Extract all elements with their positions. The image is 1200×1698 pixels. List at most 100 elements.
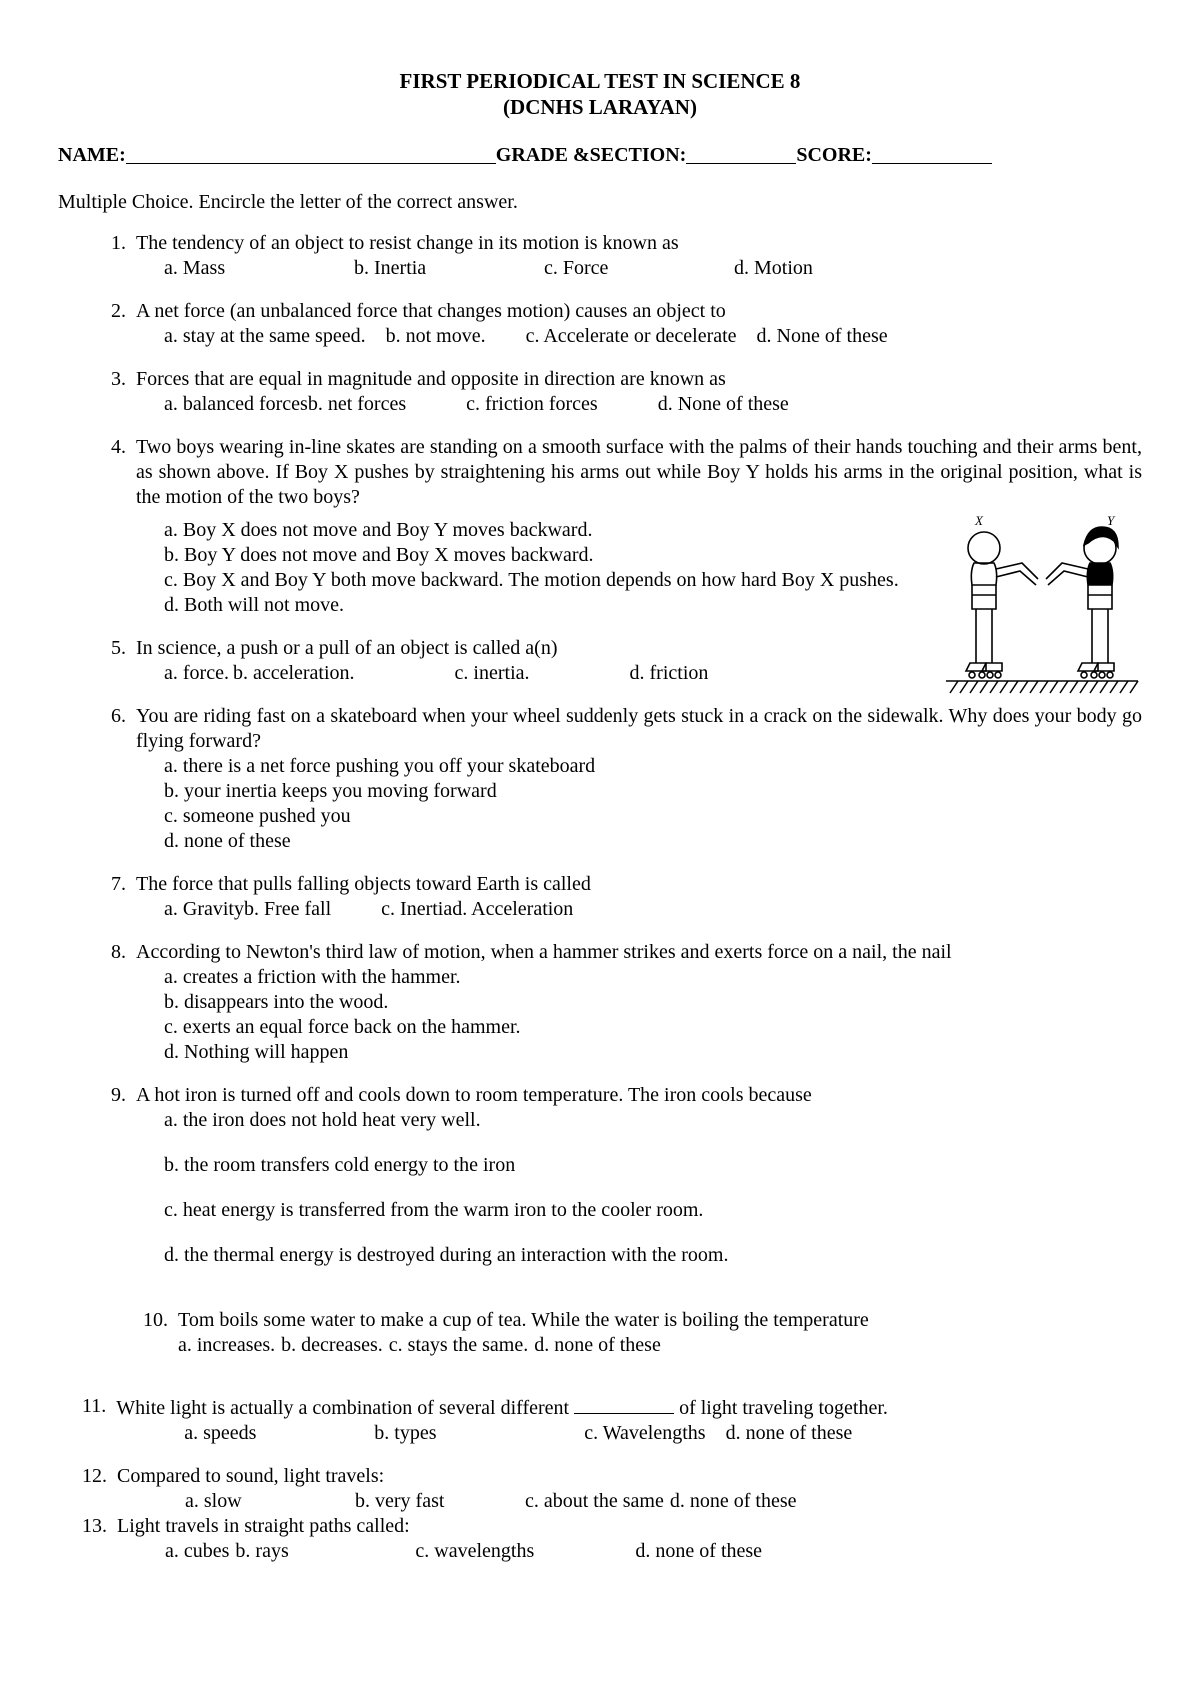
opt-b[interactable]: b. the room transfers cold energy to the…	[164, 1153, 1142, 1178]
opt-d[interactable]: d. none of these	[670, 1489, 797, 1514]
blank-inline[interactable]	[574, 1394, 674, 1414]
q-num: 10.	[134, 1308, 178, 1358]
opt-a[interactable]: a. increases.	[178, 1333, 275, 1358]
opt-c[interactable]: c. Accelerate or decelerate	[526, 324, 737, 349]
q-text: The force that pulls falling objects tow…	[136, 872, 1142, 897]
opt-c[interactable]: c. inertia.	[455, 661, 530, 686]
opt-b[interactable]: b. your inertia keeps you moving forward	[164, 779, 1142, 804]
opt-c[interactable]: c. about the same	[525, 1489, 664, 1514]
opt-a[interactable]: a. cubes	[165, 1539, 229, 1564]
q-num: 8.	[102, 940, 136, 1065]
boy-x-icon	[966, 532, 1038, 678]
opt-b[interactable]: b. disappears into the wood.	[164, 990, 1142, 1015]
opt-a[interactable]: a. Gravity	[164, 897, 244, 922]
q-num: 2.	[102, 299, 136, 349]
grade-blank[interactable]	[686, 143, 796, 164]
question-4: 4. Two boys wearing in-line skates are s…	[102, 435, 1142, 618]
page-title: FIRST PERIODICAL TEST IN SCIENCE 8	[58, 68, 1142, 94]
boy-y-icon	[1046, 527, 1118, 678]
opt-d[interactable]: d. Nothing will happen	[164, 1040, 1142, 1065]
opt-b[interactable]: b. acceleration.	[233, 661, 355, 686]
question-list: 1. The tendency of an object to resist c…	[58, 231, 1142, 1564]
opt-c[interactable]: c. stays the same.	[389, 1333, 528, 1358]
question-12: 12. Compared to sound, light travels: a.…	[82, 1464, 1142, 1514]
label-y: Y	[1107, 513, 1116, 528]
opt-c[interactable]: c. wavelengths	[415, 1539, 615, 1564]
opt-c[interactable]: c. Force	[544, 256, 694, 281]
q-num: 4.	[102, 435, 136, 618]
question-1: 1. The tendency of an object to resist c…	[102, 231, 1142, 281]
opt-b[interactable]: b. net forces	[308, 392, 406, 417]
question-10: 10. Tom boils some water to make a cup o…	[102, 1308, 1142, 1358]
question-3: 3. Forces that are equal in magnitude an…	[102, 367, 1142, 417]
q-text: A net force (an unbalanced force that ch…	[136, 299, 1142, 324]
q-text: The tendency of an object to resist chan…	[136, 231, 1142, 256]
grade-label: GRADE &SECTION:	[496, 143, 687, 168]
score-blank[interactable]	[872, 143, 992, 164]
opt-b[interactable]: b. Free fall	[244, 897, 331, 922]
opt-b[interactable]: b. types	[374, 1421, 544, 1446]
opt-a[interactable]: a. creates a friction with the hammer.	[164, 965, 1142, 990]
opt-c[interactable]: c. Inertia	[381, 897, 452, 922]
instructions: Multiple Choice. Encircle the letter of …	[58, 190, 1142, 215]
q-num: 6.	[102, 704, 136, 854]
question-2: 2. A net force (an unbalanced force that…	[102, 299, 1142, 349]
question-11: 11. White light is actually a combinatio…	[82, 1394, 1142, 1446]
opt-b[interactable]: b. very fast	[355, 1489, 505, 1514]
opt-d[interactable]: d. Acceleration	[452, 897, 573, 922]
opt-a[interactable]: a. Mass	[164, 256, 314, 281]
header-fields: NAME: GRADE &SECTION: SCORE:	[58, 143, 1142, 168]
q-num: 5.	[102, 636, 136, 686]
q-num: 13.	[82, 1514, 117, 1564]
opt-a[interactable]: a. stay at the same speed.	[164, 324, 366, 349]
question-8: 8. According to Newton's third law of mo…	[102, 940, 1142, 1065]
opt-a[interactable]: a. force.	[164, 661, 229, 686]
opt-a[interactable]: a. the iron does not hold heat very well…	[164, 1108, 1142, 1133]
question-6: 6. You are riding fast on a skateboard w…	[102, 704, 1142, 854]
opt-d[interactable]: d. none of these	[726, 1421, 853, 1446]
opt-a[interactable]: a. slow	[185, 1489, 335, 1514]
opt-d[interactable]: d. none of these	[534, 1333, 661, 1358]
opt-d[interactable]: d. friction	[630, 661, 709, 686]
opt-d[interactable]: d. None of these	[658, 392, 789, 417]
opt-c[interactable]: c. someone pushed you	[164, 804, 1142, 829]
opt-a[interactable]: a. there is a net force pushing you off …	[164, 754, 1142, 779]
q-num: 12.	[82, 1464, 117, 1514]
opt-b[interactable]: b. decreases.	[281, 1333, 383, 1358]
question-9: 9. A hot iron is turned off and cools do…	[102, 1083, 1142, 1268]
q-text: Compared to sound, light travels:	[117, 1464, 1142, 1489]
q-text: Forces that are equal in magnitude and o…	[136, 367, 1142, 392]
q-text: Light travels in straight paths called:	[117, 1514, 1142, 1539]
opt-d[interactable]: d. the thermal energy is destroyed durin…	[164, 1243, 1142, 1268]
name-label: NAME:	[58, 143, 126, 168]
opt-d[interactable]: d. Motion	[734, 256, 813, 281]
q-num: 9.	[102, 1083, 136, 1268]
opt-b[interactable]: b. rays	[235, 1539, 395, 1564]
opt-b[interactable]: b. not move.	[386, 324, 486, 349]
opt-c[interactable]: c. exerts an equal force back on the ham…	[164, 1015, 1142, 1040]
question-7: 7. The force that pulls falling objects …	[102, 872, 1142, 922]
ground-hatching	[950, 681, 1138, 693]
opt-d[interactable]: d. none of these	[164, 829, 1142, 854]
opt-d[interactable]: d. None of these	[757, 324, 888, 349]
q-num: 11.	[82, 1394, 116, 1446]
q-text: According to Newton's third law of motio…	[136, 940, 1142, 965]
boys-figure: X Y	[942, 513, 1142, 705]
q-num: 7.	[102, 872, 136, 922]
name-blank[interactable]	[126, 143, 496, 164]
q-text: You are riding fast on a skateboard when…	[136, 704, 1142, 754]
opt-b[interactable]: b. Inertia	[354, 256, 504, 281]
page-subtitle: (DCNHS LARAYAN)	[58, 94, 1142, 120]
q-text: A hot iron is turned off and cools down …	[136, 1083, 1142, 1108]
q-text: Two boys wearing in-line skates are stan…	[136, 435, 1142, 510]
opt-a[interactable]: a. balanced forces	[164, 392, 308, 417]
opt-c[interactable]: c. friction forces	[466, 392, 598, 417]
q-num: 3.	[102, 367, 136, 417]
question-13: 13. Light travels in straight paths call…	[82, 1514, 1142, 1564]
q-num: 1.	[102, 231, 136, 281]
score-label: SCORE:	[796, 143, 872, 168]
opt-a[interactable]: a. speeds	[184, 1421, 334, 1446]
opt-c[interactable]: c. Wavelengths	[584, 1421, 705, 1446]
opt-d[interactable]: d. none of these	[635, 1539, 762, 1564]
opt-c[interactable]: c. heat energy is transferred from the w…	[164, 1198, 1142, 1223]
